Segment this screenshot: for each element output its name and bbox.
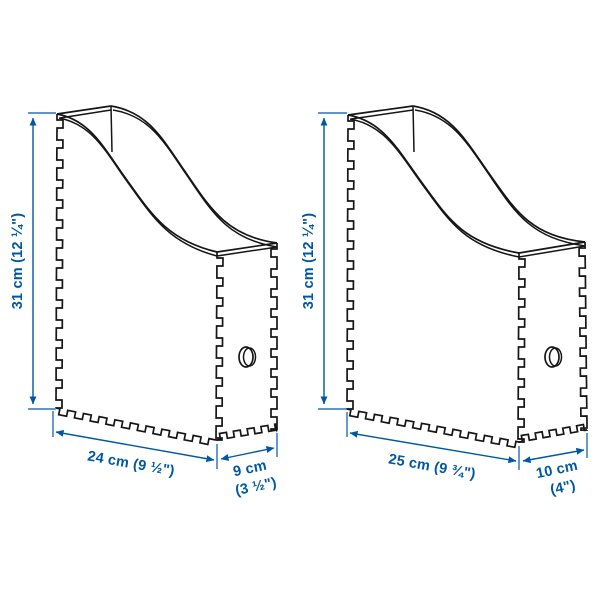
right-side-curve-inner (414, 109, 586, 247)
height-dimension-label: 31 cm (12 ¼") (10, 213, 26, 310)
front-panel-right-edge (578, 241, 588, 431)
side-panel-bottom-edge (55, 407, 217, 446)
back-left-edge (55, 114, 64, 409)
front-panel-top-edge (518, 241, 586, 254)
front-panel-bottom-edge (216, 423, 278, 441)
front-panel-left-edge (215, 252, 224, 441)
width-arrow (349, 430, 517, 464)
back-left-edge (346, 115, 355, 410)
left-side-curve-inner (349, 118, 520, 258)
height-dimension-label: 31 cm (12 ¼") (301, 213, 317, 310)
finger-hole (238, 346, 254, 368)
front-panel-right-edge (270, 243, 278, 431)
left-side-curve-inner (58, 117, 218, 257)
width-dimension-label: 24 cm (9 ½") (86, 448, 176, 479)
left-side-curve-outer (347, 114, 520, 254)
right-side-curve-outer (110, 105, 278, 244)
back-top-edge-inner (350, 109, 414, 120)
depth-dimension-label-line2: (4") (549, 478, 577, 499)
side-panel-bottom-edge (346, 408, 520, 449)
back-panel-inner-corner (412, 105, 415, 153)
depth-dimension-right: 10 cm (4") (522, 433, 588, 499)
finger-hole-inner (242, 347, 257, 367)
depth-dimension-label-line1: 9 cm (232, 458, 268, 481)
height-dimension-right: 31 cm (12 ¼") (301, 112, 347, 410)
back-panel-inner-corner (110, 105, 113, 153)
front-panel-left-edge (517, 253, 526, 443)
width-dimension-left: 24 cm (9 ½") (52, 411, 218, 480)
front-panel-top-edge-inner (216, 246, 278, 257)
width-dimension-label: 25 cm (9 ¾") (387, 451, 477, 482)
magazine-file-right-drawing (346, 105, 588, 449)
depth-arrow (522, 447, 585, 464)
depth-dimension-left: 9 cm (3 ½") (220, 433, 278, 499)
width-arrow (55, 429, 215, 463)
depth-arrow (220, 446, 275, 461)
back-top-edge (347, 105, 414, 116)
right-side-curve-inner (112, 109, 278, 248)
finger-hole (544, 346, 560, 368)
front-panel-top-edge (216, 242, 278, 253)
front-panel-top-edge-inner (518, 245, 586, 258)
finger-hole-inner (548, 347, 563, 367)
height-dimension-left: 31 cm (12 ¼") (10, 112, 56, 410)
magazine-file-left-drawing (55, 105, 278, 446)
back-top-edge (56, 105, 112, 115)
width-dimension-right: 25 cm (9 ¾") (346, 412, 520, 483)
front-panel-bottom-edge (518, 423, 588, 443)
right-side-curve-outer (412, 105, 586, 243)
